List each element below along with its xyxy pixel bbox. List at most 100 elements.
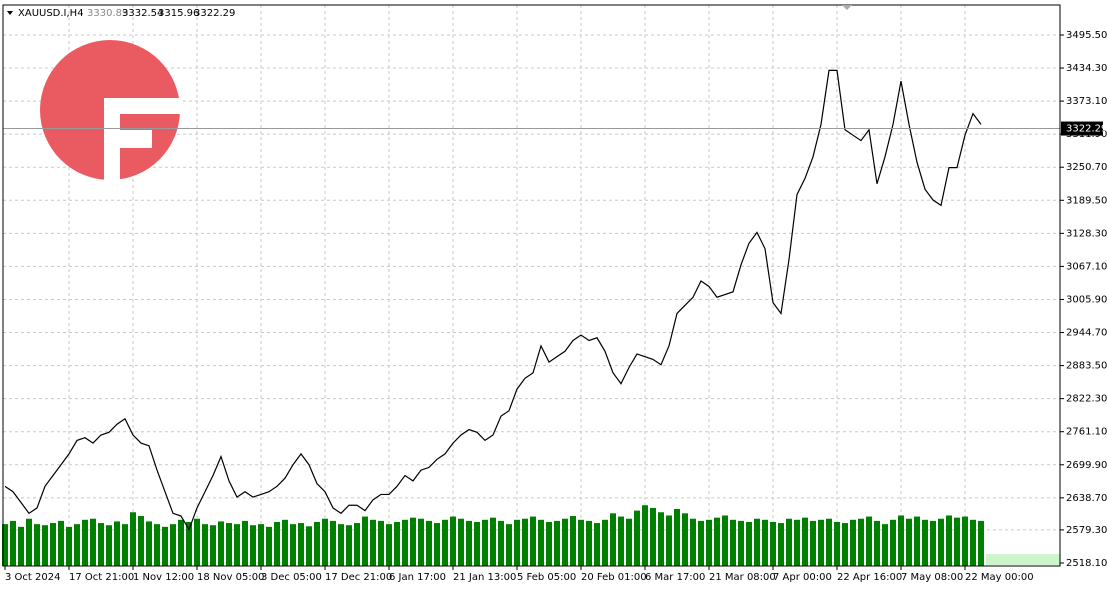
- volume-bar: [450, 516, 456, 566]
- volume-bar: [698, 520, 704, 566]
- y-tick-label: 3434.30: [1066, 63, 1107, 74]
- volume-bar: [778, 523, 784, 566]
- x-tick-label: 3 Oct 2024: [5, 572, 60, 583]
- volume-bar: [226, 523, 232, 566]
- volume-bar: [858, 518, 864, 566]
- volume-bar: [50, 523, 56, 566]
- logo-cut: [104, 98, 182, 114]
- volume-bar: [130, 512, 136, 566]
- volume-bar: [930, 520, 936, 566]
- volume-bar: [842, 523, 848, 566]
- volume-bar: [210, 525, 216, 566]
- volume-bar: [562, 518, 568, 566]
- volume-bar: [10, 520, 16, 566]
- x-tick-label: 6 Jan 17:00: [389, 572, 446, 583]
- logo-cut: [120, 130, 152, 148]
- volume-bar: [546, 521, 552, 566]
- volume-bar: [338, 524, 344, 566]
- price-line: [4, 69, 982, 531]
- y-tick-label: 2699.90: [1066, 460, 1107, 471]
- volume-bar: [746, 521, 752, 566]
- volume-bar: [170, 524, 176, 566]
- shift-marker: [842, 5, 852, 10]
- volume-bar: [834, 521, 840, 566]
- volume-bar: [186, 521, 192, 566]
- volume-bar: [290, 524, 296, 566]
- volume-bar: [370, 519, 376, 566]
- volume-bar: [866, 516, 872, 566]
- volume-bar: [730, 519, 736, 566]
- volume-bar: [506, 524, 512, 566]
- volume-bar: [738, 520, 744, 566]
- volume-bar: [26, 518, 32, 566]
- volume-bar: [682, 513, 688, 566]
- volume-bar: [570, 516, 576, 566]
- volume-bar: [306, 526, 312, 566]
- x-tick-label: 22 May 00:00: [965, 572, 1034, 583]
- volume-bar: [234, 524, 240, 566]
- volume-bar: [874, 520, 880, 566]
- volume-bar: [922, 519, 928, 566]
- x-tick-label: 21 Jan 13:00: [453, 572, 516, 583]
- volume-bar: [938, 518, 944, 566]
- y-tick-label: 2944.70: [1066, 328, 1107, 339]
- volume-bar: [346, 525, 352, 566]
- volume-bar: [146, 521, 152, 566]
- volume-bar: [514, 519, 520, 566]
- volume-bar: [266, 526, 272, 566]
- y-tick-label: 3373.10: [1066, 96, 1107, 107]
- last-price-box: [1061, 121, 1103, 136]
- volume-bar: [434, 523, 440, 566]
- volume-bar: [554, 520, 560, 566]
- close: 3322.29: [194, 8, 235, 19]
- volume-bar: [482, 519, 488, 566]
- volume-bar: [578, 519, 584, 566]
- x-tick-label: 7 Apr 00:00: [773, 572, 832, 583]
- volume-bar: [458, 518, 464, 566]
- volume-bar: [490, 517, 496, 566]
- y-tick-label: 3250.70: [1066, 162, 1107, 173]
- volume-bar: [954, 517, 960, 566]
- volume-bar: [882, 524, 888, 566]
- volume-bar: [242, 520, 248, 566]
- x-tick-label: 6 Mar 17:00: [645, 572, 705, 583]
- volume-bar: [402, 519, 408, 566]
- volume-bar: [386, 524, 392, 566]
- high: 3332.54: [122, 8, 163, 19]
- volume-bar: [970, 519, 976, 566]
- volume-bar: [322, 518, 328, 566]
- volume-bar: [498, 520, 504, 566]
- x-tick-label: 7 May 08:00: [901, 572, 963, 583]
- volume-bar: [538, 519, 544, 566]
- plot-frame: [2, 4, 1061, 567]
- x-tick-label: 17 Oct 21:00: [69, 572, 134, 583]
- volume-bar: [18, 526, 24, 566]
- y-tick-label: 3495.50: [1066, 30, 1107, 41]
- volume-bar: [202, 524, 208, 566]
- volume-bar: [946, 515, 952, 566]
- volume-bar: [466, 520, 472, 566]
- x-tick-label: 20 Feb 01:00: [581, 572, 647, 583]
- volume-bar: [530, 516, 536, 566]
- volume-bar: [898, 515, 904, 566]
- x-tick-label: 21 Mar 08:00: [709, 572, 776, 583]
- volume-bar: [138, 516, 144, 566]
- volume-bar: [2, 524, 8, 566]
- volume-bar: [618, 516, 624, 566]
- volume-bar: [250, 525, 256, 566]
- volume-bar: [770, 521, 776, 566]
- volume-bar: [706, 519, 712, 566]
- volume-bar: [42, 525, 48, 566]
- menu-arrow: [7, 11, 13, 15]
- volume-bar: [594, 523, 600, 566]
- volume-bar: [410, 517, 416, 566]
- volume-bar: [218, 521, 224, 566]
- volume-bar: [650, 507, 656, 566]
- volume-bar: [850, 519, 856, 566]
- y-tick-label: 2638.70: [1066, 493, 1107, 504]
- low: 3315.96: [158, 8, 199, 19]
- y-tick-label: 2518.10: [1066, 558, 1107, 569]
- x-tick-label: 3 Dec 05:00: [261, 572, 322, 583]
- volume-bar: [794, 519, 800, 566]
- volume-bar: [114, 521, 120, 566]
